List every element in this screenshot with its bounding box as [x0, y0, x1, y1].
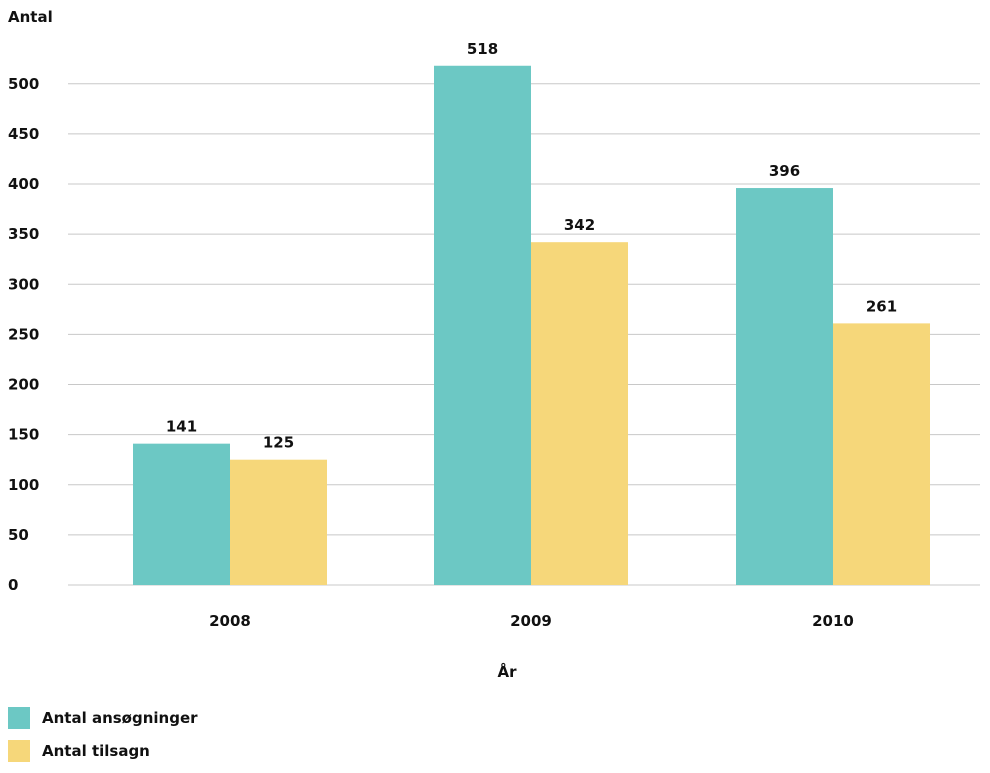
data-label: 125 — [263, 434, 294, 452]
bar-chart: 0 50 100 150 200 250 300 350 400 450 500 141 125 518… — [8, 8, 980, 681]
legend-swatch-applications — [8, 707, 30, 729]
legend-label-applications: Antal ansøgninger — [42, 709, 198, 727]
x-axis-ticks: 2008 2009 2010 — [209, 612, 854, 630]
y-tick-label: 250 — [8, 325, 39, 343]
y-axis-title: Antal — [8, 8, 53, 26]
y-tick-label: 200 — [8, 376, 39, 394]
legend-label-grants: Antal tilsagn — [42, 742, 150, 760]
x-tick-label: 2009 — [510, 612, 552, 630]
x-tick-label: 2008 — [209, 612, 251, 630]
data-labels: 141 125 518 342 396 261 — [166, 40, 897, 452]
bar — [230, 459, 327, 585]
y-tick-label: 350 — [8, 225, 39, 243]
legend: Antal ansøgninger Antal tilsagn — [8, 707, 198, 773]
bar — [736, 188, 833, 585]
x-axis-title: År — [497, 662, 517, 681]
y-tick-label: 450 — [8, 125, 39, 143]
bar — [833, 323, 930, 585]
data-label: 518 — [467, 40, 498, 58]
legend-item-grants: Antal tilsagn — [8, 740, 198, 762]
y-tick-label: 300 — [8, 275, 39, 293]
y-tick-label: 50 — [8, 526, 29, 544]
data-label: 396 — [769, 162, 800, 180]
y-tick-label: 500 — [8, 75, 39, 93]
legend-swatch-grants — [8, 740, 30, 762]
y-tick-label: 400 — [8, 175, 39, 193]
y-axis-ticks: 0 50 100 150 200 250 300 350 400 450 500 — [8, 75, 39, 594]
y-tick-label: 100 — [8, 476, 39, 494]
data-label: 342 — [564, 216, 595, 234]
bar — [434, 65, 531, 586]
bar — [531, 242, 628, 585]
bar — [133, 443, 230, 585]
y-tick-label: 0 — [8, 576, 18, 594]
y-tick-label: 150 — [8, 426, 39, 444]
data-label: 141 — [166, 418, 197, 436]
data-label: 261 — [866, 297, 897, 315]
bars — [133, 65, 930, 586]
legend-item-applications: Antal ansøgninger — [8, 707, 198, 729]
x-tick-label: 2010 — [812, 612, 854, 630]
